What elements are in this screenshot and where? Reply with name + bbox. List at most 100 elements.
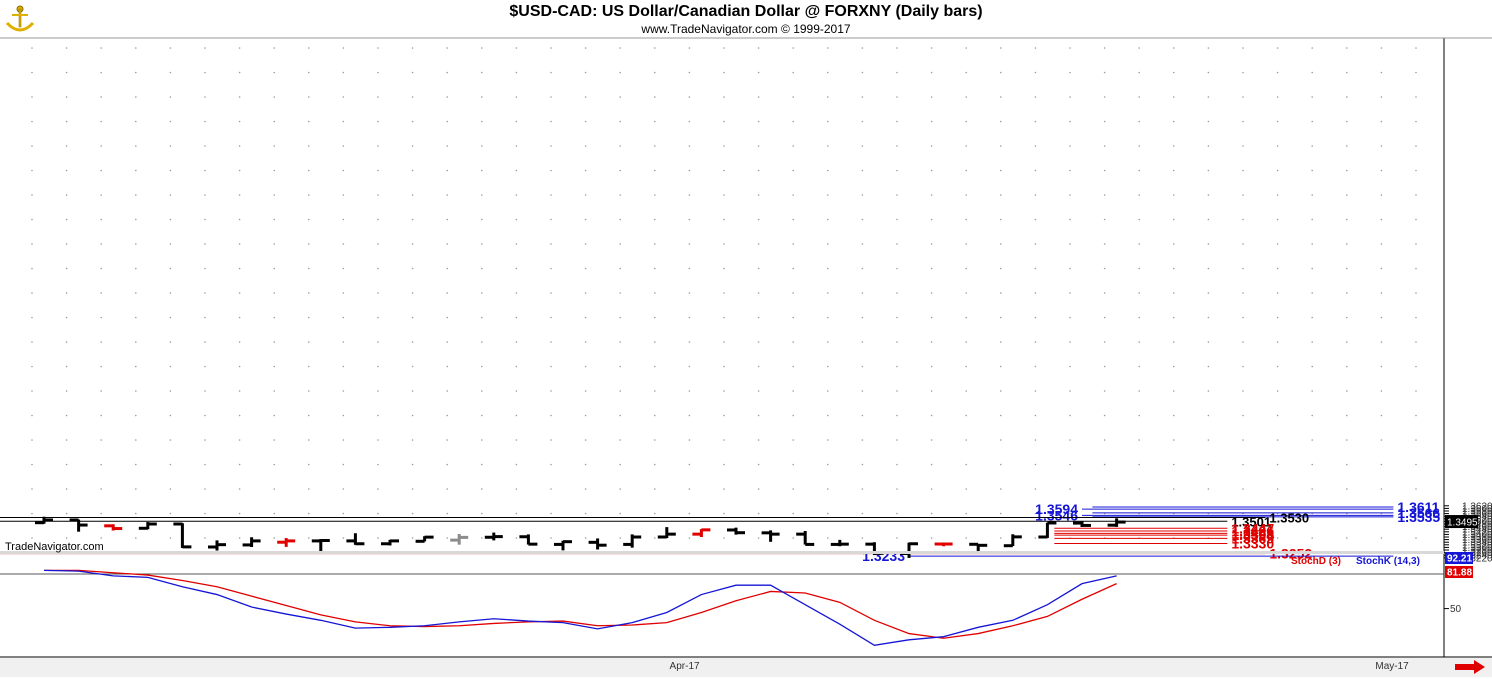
grid-dot xyxy=(584,218,587,221)
grid-dot xyxy=(827,390,829,392)
grid-dot xyxy=(169,169,172,172)
grid-dot xyxy=(100,488,102,490)
grid-dot xyxy=(654,120,656,123)
grid-dot xyxy=(792,169,794,172)
grid-dot xyxy=(965,463,967,466)
grid-dot xyxy=(930,463,933,466)
grid-dot xyxy=(930,218,933,221)
grid-dot xyxy=(204,390,206,392)
grid-dot xyxy=(65,47,68,49)
grid-dot xyxy=(757,512,760,515)
grid-dot xyxy=(1207,267,1210,270)
grid-dot xyxy=(723,145,725,147)
grid-dot xyxy=(723,267,725,270)
grid-dot xyxy=(100,243,102,245)
grid-dot xyxy=(481,292,483,294)
grid-dot xyxy=(688,439,691,441)
grid-dot xyxy=(1069,243,1071,245)
grid-dot xyxy=(757,120,760,123)
grid-dot xyxy=(204,414,206,417)
grid-dot xyxy=(792,390,794,392)
grid-dot xyxy=(411,488,414,490)
grid-dot xyxy=(1000,218,1002,221)
grid-dot xyxy=(896,194,898,196)
grid-dot xyxy=(1207,292,1210,294)
grid-dot xyxy=(723,488,725,490)
grid-dot xyxy=(827,341,829,343)
grid-dot xyxy=(965,439,967,441)
grid-dot xyxy=(827,243,829,245)
grid-dot xyxy=(204,316,206,319)
grid-dot xyxy=(135,512,137,515)
grid-dot xyxy=(688,292,691,294)
grid-dot xyxy=(861,512,864,515)
grid-dot xyxy=(31,537,33,539)
grid-dot xyxy=(1138,439,1140,441)
grid-dot xyxy=(515,194,518,196)
grid-dot xyxy=(654,439,656,441)
grid-dot xyxy=(584,145,587,147)
grid-dot xyxy=(1311,194,1313,196)
grid-dot xyxy=(31,390,33,392)
grid-dot xyxy=(550,194,552,196)
grid-dot xyxy=(930,439,933,441)
grid-dot xyxy=(515,267,518,270)
ohlc-bar xyxy=(727,527,745,535)
grid-dot xyxy=(135,439,137,441)
grid-dot xyxy=(1415,463,1417,466)
chart-title: $USD-CAD: US Dollar/Canadian Dollar @ FO… xyxy=(509,3,983,20)
grid-dot xyxy=(654,194,656,196)
grid-dot xyxy=(515,512,518,515)
grid-dot xyxy=(1207,47,1210,49)
grid-dot xyxy=(792,537,794,539)
grid-dot xyxy=(965,341,967,343)
grid-dot xyxy=(1311,120,1313,123)
grid-dot xyxy=(204,341,206,343)
grid-dot xyxy=(308,292,310,294)
grid-dot xyxy=(342,47,345,49)
grid-dot xyxy=(342,414,345,417)
grid-dot xyxy=(619,267,621,270)
grid-dot xyxy=(584,71,587,74)
grid-dot xyxy=(238,365,241,368)
grid-dot xyxy=(550,243,552,245)
grid-dot xyxy=(1276,194,1279,196)
grid-dot xyxy=(1069,316,1071,319)
grid-dot xyxy=(446,120,449,123)
grid-dot xyxy=(273,267,276,270)
grid-dot xyxy=(377,463,379,466)
grid-dot xyxy=(1173,414,1175,417)
grid-dot xyxy=(308,71,310,74)
grid-dot xyxy=(619,120,621,123)
grid-dot xyxy=(827,292,829,294)
grid-dot xyxy=(723,414,725,417)
grid-dot xyxy=(723,120,725,123)
grid-dot xyxy=(204,145,206,147)
grid-dot xyxy=(238,537,241,539)
grid-dot xyxy=(688,47,691,49)
grid-dot xyxy=(481,169,483,172)
x-axis-bar xyxy=(0,658,1492,677)
grid-dot xyxy=(31,292,33,294)
grid-dot xyxy=(861,120,864,123)
grid-dot xyxy=(896,292,898,294)
grid-dot xyxy=(896,463,898,466)
grid-dot xyxy=(584,316,587,319)
grid-dot xyxy=(792,439,794,441)
grid-dot xyxy=(619,243,621,245)
grid-dot xyxy=(238,120,241,123)
grid-dot xyxy=(135,414,137,417)
grid-dot xyxy=(1138,47,1140,49)
scroll-right-icon[interactable] xyxy=(1454,660,1486,679)
grid-dot xyxy=(965,47,967,49)
grid-dot xyxy=(930,341,933,343)
grid-dot xyxy=(1034,71,1037,74)
grid-dot xyxy=(65,316,68,319)
level-label: 1.3408 xyxy=(1231,525,1274,541)
grid-dot xyxy=(792,512,794,515)
level-label: 1.3501 xyxy=(1231,514,1271,529)
grid-dot xyxy=(1173,169,1175,172)
grid-dot xyxy=(65,439,68,441)
grid-dot xyxy=(861,267,864,270)
